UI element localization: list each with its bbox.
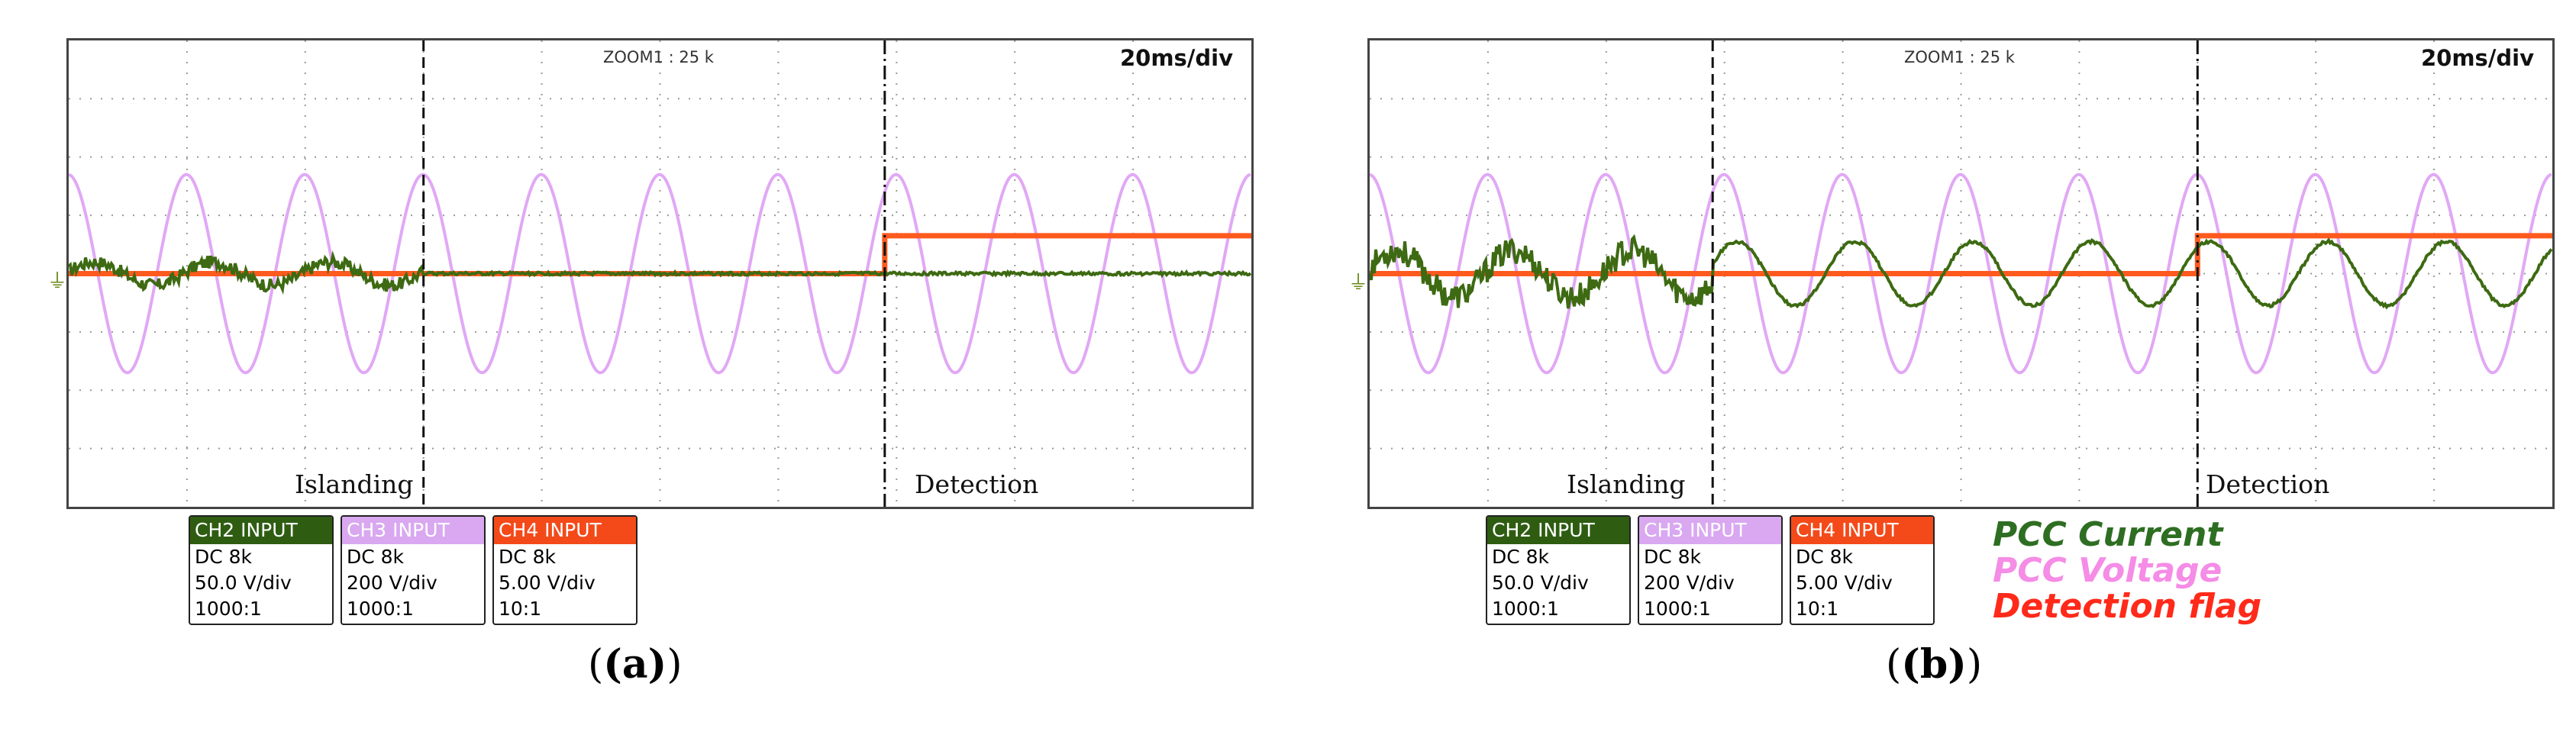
channel-box-ch2: CH2 INPUT DC 8k 50.0 V/div 1000:1 [189, 515, 334, 625]
channel-header: CH3 INPUT [1639, 517, 1781, 544]
detection-label: Detection [915, 469, 1039, 499]
channel-coupling: DC 8k [499, 546, 557, 568]
time-per-div-label: 20ms/div [2420, 45, 2534, 71]
scope-screen-b: ZOOM1 : 25 k 20ms/div Islanding Detectio… [1367, 38, 2555, 509]
ground-marker-icon: ⏚ [47, 270, 68, 293]
channel-header: CH2 INPUT [190, 517, 332, 544]
channel-coupling: DC 8k [1796, 546, 1854, 568]
waveform-plot-a [69, 40, 1251, 507]
panel-b: ZOOM1 : 25 k 20ms/div Islanding Detectio… [1298, 0, 2576, 735]
time-per-div-label: 20ms/div [1119, 45, 1233, 71]
channel-probe: 10:1 [1796, 598, 1839, 620]
pcc-voltage-trace [1370, 172, 2552, 375]
channel-probe: 1000:1 [347, 598, 414, 620]
islanding-label: Islanding [1567, 469, 1686, 499]
legend-pcc-voltage: PCC Voltage [1993, 551, 2222, 590]
channel-coupling: DC 8k [1492, 546, 1550, 568]
scope-screen-a: ZOOM1 : 25 k 20ms/div Islanding Detectio… [66, 38, 1254, 509]
pcc-current-trace [69, 250, 1251, 295]
caption-a: ((a)) [588, 641, 683, 688]
legend-label: PCC Voltage [1993, 551, 2223, 590]
channel-box-ch3: CH3 INPUT DC 8k 200 V/div 1000:1 [341, 515, 486, 625]
channel-scale: 5.00 V/div [1796, 572, 1893, 594]
caption-b: ((b)) [1886, 641, 1983, 688]
channel-box-ch2: CH2 INPUT DC 8k 50.0 V/div 1000:1 [1486, 515, 1631, 625]
channel-header: CH4 INPUT [1791, 517, 1933, 544]
channel-probe: 10:1 [499, 598, 542, 620]
legend-label: Detection flag [1993, 587, 2262, 626]
pcc-voltage-trace [69, 172, 1251, 375]
legend-label: PCC Current [1993, 515, 2223, 554]
caption-letter: (b) [1901, 641, 1967, 688]
zoom-label: ZOOM1 : 25 k [1904, 48, 2015, 66]
channel-probe: 1000:1 [195, 598, 262, 620]
channel-probe: 1000:1 [1644, 598, 1711, 620]
ground-marker-icon: ⏚ [1348, 272, 1369, 295]
channel-header: CH4 INPUT [494, 517, 636, 544]
channel-box-ch4: CH4 INPUT DC 8k 5.00 V/div 10:1 [1790, 515, 1935, 625]
legend-detection-flag: Detection flag [1993, 587, 2261, 626]
islanding-label: Islanding [295, 469, 414, 499]
zoom-label: ZOOM1 : 25 k [603, 48, 714, 66]
channel-probe: 1000:1 [1492, 598, 1559, 620]
channel-scale: 50.0 V/div [1492, 572, 1589, 594]
channel-scale: 50.0 V/div [195, 572, 292, 594]
channel-scale: 5.00 V/div [499, 572, 596, 594]
detection-label: Detection [2206, 469, 2330, 499]
channel-scale: 200 V/div [1644, 572, 1735, 594]
channel-header: CH2 INPUT [1487, 517, 1629, 544]
panel-a: ZOOM1 : 25 k 20ms/div Islanding Detectio… [47, 38, 1254, 688]
channel-coupling: DC 8k [1644, 546, 1702, 568]
legend-pcc-current: PCC Current [1993, 515, 2223, 554]
channel-coupling: DC 8k [347, 546, 405, 568]
channel-box-ch3: CH3 INPUT DC 8k 200 V/div 1000:1 [1638, 515, 1783, 625]
channel-header: CH3 INPUT [342, 517, 484, 544]
channel-box-ch4: CH4 INPUT DC 8k 5.00 V/div 10:1 [492, 515, 638, 625]
caption-letter: (a) [603, 641, 667, 688]
channel-coupling: DC 8k [195, 546, 253, 568]
pcc-current-trace [1370, 234, 2552, 310]
waveform-plot-b [1370, 40, 2552, 507]
channel-scale: 200 V/div [347, 572, 437, 594]
